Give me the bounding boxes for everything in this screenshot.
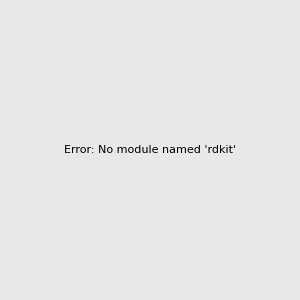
Text: Error: No module named 'rdkit': Error: No module named 'rdkit' [64, 145, 236, 155]
